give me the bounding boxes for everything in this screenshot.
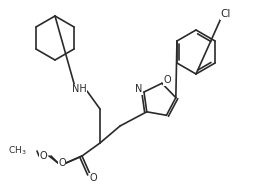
Text: N: N <box>135 84 143 94</box>
Text: O: O <box>39 151 47 161</box>
Text: NH: NH <box>72 84 86 94</box>
Text: O: O <box>58 158 66 168</box>
Text: O: O <box>89 173 97 183</box>
Text: O: O <box>39 151 47 161</box>
Text: Cl: Cl <box>221 9 231 19</box>
Text: O: O <box>163 75 171 85</box>
Text: O: O <box>39 151 47 161</box>
Text: O: O <box>58 158 66 168</box>
Text: CH$_3$: CH$_3$ <box>8 145 27 157</box>
